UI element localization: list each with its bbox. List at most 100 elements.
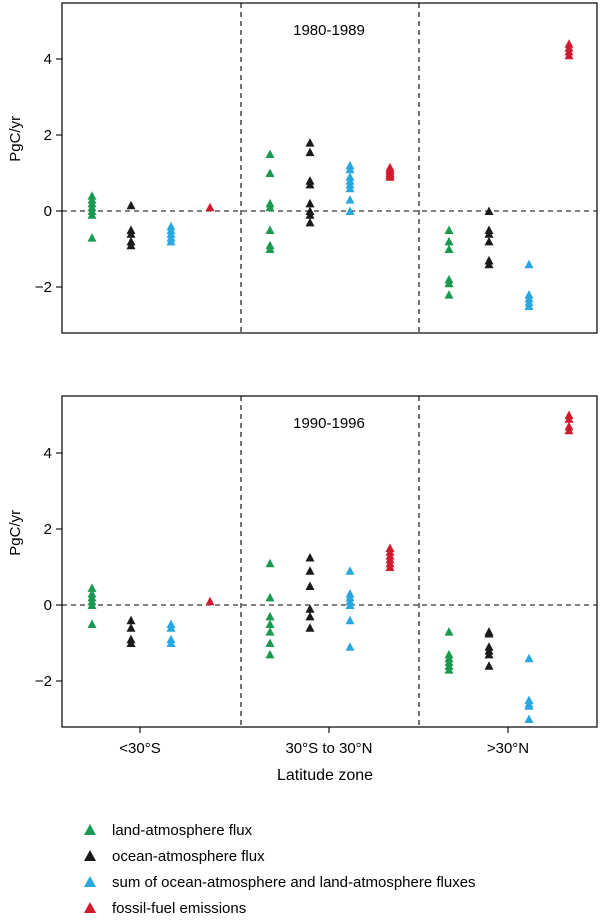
data-point-triangle [265, 619, 275, 628]
data-point-triangle [305, 210, 315, 219]
data-point-triangle [305, 604, 315, 613]
triangle-marker-icon [84, 902, 96, 913]
data-point-triangle [126, 638, 136, 647]
data-point-triangle [265, 627, 275, 636]
data-point-triangle [484, 649, 494, 659]
data-point-triangle [305, 147, 315, 157]
legend-label: ocean-atmosphere flux [112, 848, 265, 865]
data-point-triangle [265, 558, 275, 568]
data-point-triangle [87, 583, 97, 592]
data-point-triangle [564, 425, 574, 435]
data-point-triangle [345, 642, 355, 651]
y-tick-label: −2 [35, 279, 52, 296]
triangle-marker-icon [84, 850, 96, 861]
data-point-triangle [345, 615, 355, 625]
data-point-triangle [524, 653, 534, 663]
y-tick-label: 0 [44, 597, 52, 614]
data-point-triangle [265, 149, 275, 158]
y-tick-label: 2 [44, 521, 52, 538]
data-point-triangle [305, 623, 315, 632]
legend-item-land-atmosphere: land-atmosphere flux [84, 818, 476, 844]
data-point-triangle [205, 202, 215, 212]
panel-title: 1980-1989 [293, 22, 365, 39]
data-point-triangle [265, 649, 275, 659]
data-point-triangle [345, 183, 355, 193]
data-point-triangle [524, 701, 534, 710]
legend-item-fossil-fuel: fossil-fuel emissions [84, 896, 476, 922]
panel-title: 1990-1996 [293, 415, 365, 432]
data-point-triangle [87, 233, 97, 242]
y-axis-title: PgC/yr [7, 510, 24, 556]
data-point-triangle [345, 600, 355, 609]
data-point-triangle [265, 225, 275, 234]
data-point-triangle [166, 638, 176, 647]
data-point-triangle [305, 179, 315, 189]
data-point-triangle [265, 202, 275, 212]
data-point-triangle [126, 240, 136, 250]
data-point-triangle [345, 566, 355, 575]
x-tick-label: 30°S to 30°N [285, 740, 372, 757]
y-tick-label: −2 [35, 673, 52, 690]
data-point-triangle [265, 168, 275, 177]
data-point-triangle [564, 50, 574, 60]
data-point-triangle [265, 638, 275, 647]
data-point-triangle [166, 236, 176, 246]
data-point-triangle [524, 714, 534, 723]
data-point-triangle [205, 596, 215, 606]
data-point-triangle [444, 225, 454, 234]
data-point-triangle [305, 553, 315, 562]
data-point-triangle [305, 581, 315, 590]
data-point-triangle [444, 244, 454, 253]
data-point-triangle [385, 562, 395, 571]
x-tick-label: <30°S [119, 740, 160, 757]
legend: land-atmosphere flux ocean-atmosphere fl… [84, 818, 476, 922]
data-point-triangle [484, 661, 494, 670]
data-point-triangle [265, 592, 275, 602]
triangle-marker-icon [84, 876, 96, 887]
x-axis-title: Latitude zone [277, 767, 373, 784]
data-point-triangle [126, 200, 136, 210]
triangle-marker-icon [84, 824, 96, 835]
data-point-triangle [87, 600, 97, 609]
data-point-triangle [305, 198, 315, 208]
data-point-triangle [345, 164, 355, 174]
data-point-triangle [444, 278, 454, 288]
data-point-triangle [305, 217, 315, 227]
legend-item-sum-fluxes: sum of ocean-atmosphere and land-atmosph… [84, 870, 476, 896]
x-tick-label: >30°N [487, 740, 529, 757]
data-point-triangle [166, 623, 176, 632]
data-point-triangle [484, 629, 494, 638]
y-axis-title: PgC/yr [7, 116, 24, 162]
data-point-triangle [265, 611, 275, 621]
data-point-triangle [126, 623, 136, 632]
data-point-triangle [444, 290, 454, 299]
legend-item-ocean-atmosphere: ocean-atmosphere flux [84, 844, 476, 870]
y-tick-label: 4 [44, 51, 52, 68]
data-point-triangle [524, 301, 534, 310]
plot-frame [61, 2, 598, 334]
data-point-triangle [305, 566, 315, 575]
data-point-triangle [87, 619, 97, 628]
legend-label: land-atmosphere flux [112, 822, 253, 839]
data-point-triangle [126, 615, 136, 625]
data-point-triangle [385, 172, 395, 181]
data-point-triangle [265, 244, 275, 253]
data-point-triangle [345, 206, 355, 215]
data-point-triangle [484, 236, 494, 246]
data-point-triangle [126, 229, 136, 238]
data-point-triangle [484, 206, 494, 215]
legend-label: sum of ocean-atmosphere and land-atmosph… [112, 874, 476, 891]
data-point-triangle [444, 665, 454, 674]
data-point-triangle [345, 195, 355, 204]
y-tick-label: 0 [44, 203, 52, 220]
plot-frame [61, 395, 598, 728]
data-point-triangle [484, 229, 494, 238]
data-point-triangle [484, 259, 494, 269]
data-point-triangle [444, 236, 454, 246]
data-point-triangle [564, 414, 574, 423]
data-point-triangle [305, 611, 315, 621]
data-point-triangle [305, 138, 315, 147]
data-point-triangle [444, 627, 454, 636]
data-point-triangle [524, 259, 534, 269]
